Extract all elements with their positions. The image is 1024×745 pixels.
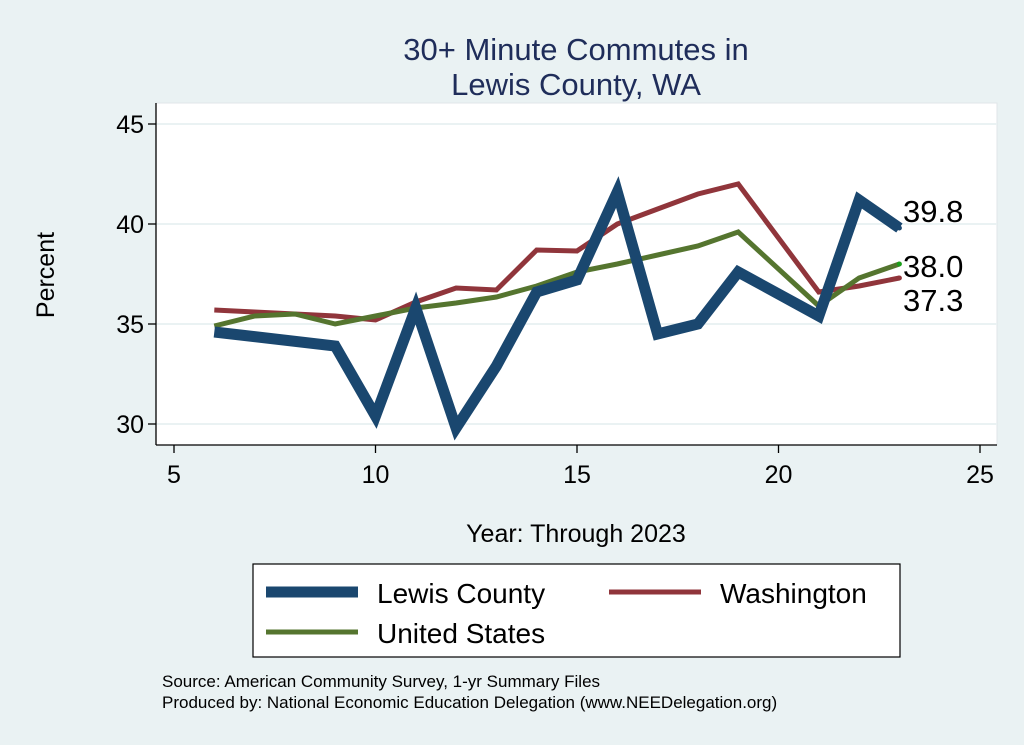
x-tick-label-25: 25 xyxy=(966,461,994,489)
tick-labels: 30 35 40 45 5 10 15 20 25 xyxy=(116,111,994,489)
y-tick-label-35: 35 xyxy=(116,311,144,339)
y-tick-label-40: 40 xyxy=(116,211,144,239)
y-tick-label-30: 30 xyxy=(116,411,144,439)
end-label-washington: 37.3 xyxy=(903,283,963,318)
series-line-lewis-county xyxy=(213,176,903,441)
series-line-washington xyxy=(214,181,900,323)
series-endpoint-united-states xyxy=(896,261,902,267)
chart-title-line-2: Lewis County, WA xyxy=(451,67,701,102)
x-tick-label-10: 10 xyxy=(362,461,390,489)
legend-label-washington: Washington xyxy=(720,578,867,609)
axes xyxy=(148,103,997,453)
gridlines xyxy=(156,123,997,425)
y-tick-label-45: 45 xyxy=(116,111,144,139)
end-label-lewis-county: 39.8 xyxy=(903,194,963,229)
source-note: Source: American Community Survey, 1-yr … xyxy=(162,672,600,691)
end-label-united-states: 38.0 xyxy=(903,249,963,284)
series-endpoint-washington xyxy=(896,275,902,281)
x-tick-label-5: 5 xyxy=(167,461,181,489)
series-line-united-states xyxy=(213,229,901,329)
chart-title-line-1: 30+ Minute Commutes in xyxy=(403,32,748,67)
legend-label-lewis-county: Lewis County xyxy=(377,578,545,609)
series-lines xyxy=(213,176,903,441)
legend-label-united-states: United States xyxy=(377,618,545,649)
x-axis-title: Year: Through 2023 xyxy=(466,520,686,548)
x-tick-label-15: 15 xyxy=(563,461,591,489)
x-tick-label-20: 20 xyxy=(765,461,793,489)
legend: Lewis County Washington United States xyxy=(252,563,901,658)
y-axis-title: Percent xyxy=(32,232,60,318)
legend-box xyxy=(252,563,901,658)
produced-by-note: Produced by: National Economic Education… xyxy=(162,693,777,712)
series-endpoint-lewis-county xyxy=(896,225,902,231)
